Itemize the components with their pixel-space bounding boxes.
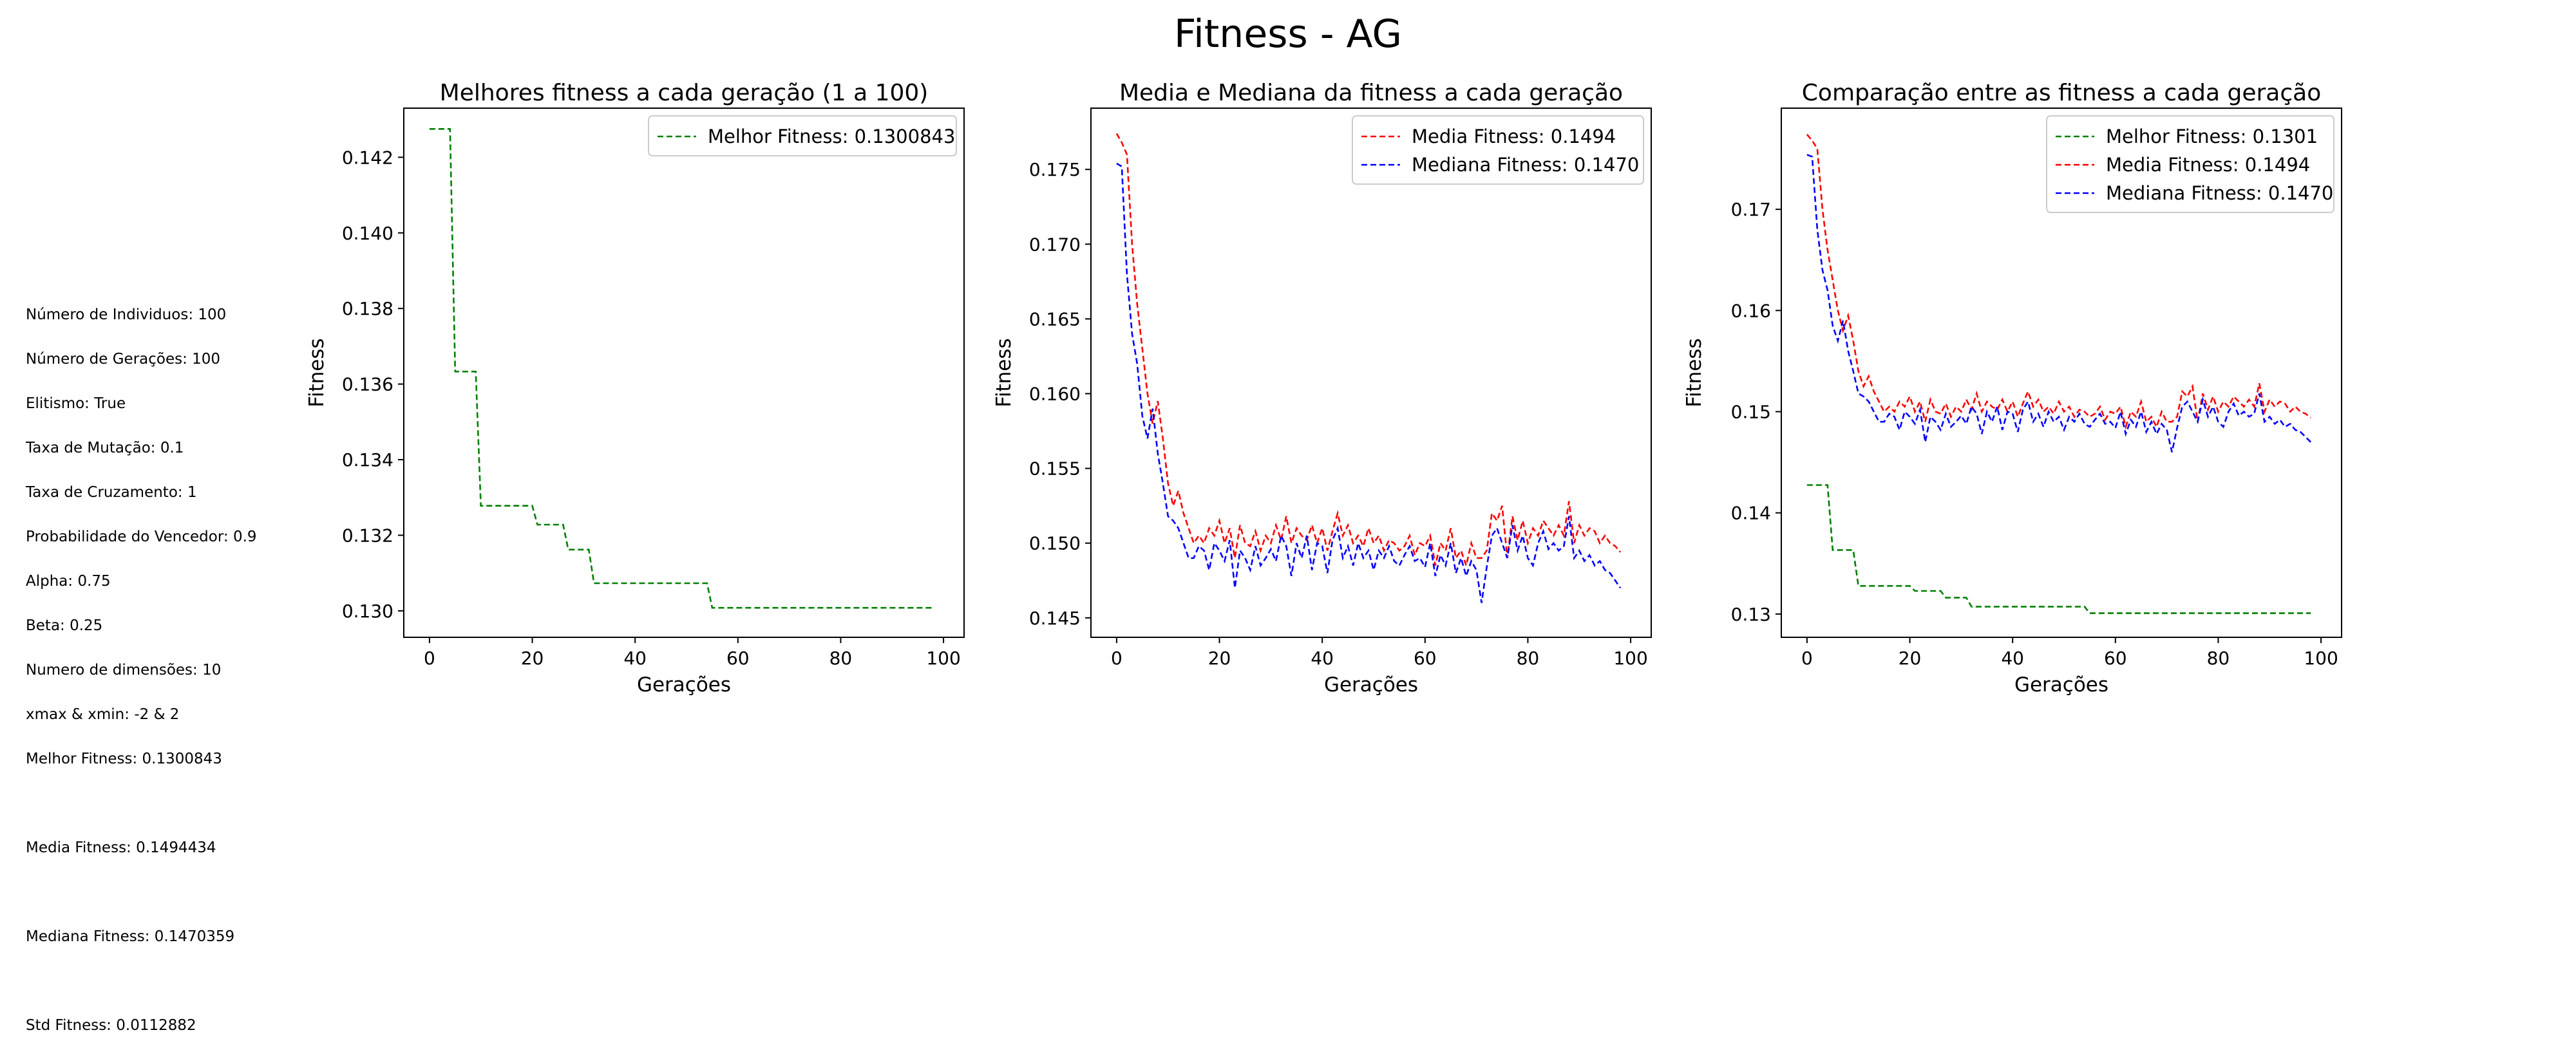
x-tick-label: 20 — [1208, 648, 1231, 669]
y-tick-label: 0.132 — [342, 525, 393, 546]
x-axis-label: Gerações — [1324, 673, 1418, 697]
legend-label: Melhor Fitness: 0.1300843 — [708, 126, 955, 147]
y-tick-label: 0.142 — [342, 147, 393, 168]
legend-box — [648, 115, 957, 156]
y-tick-label: 0.165 — [1029, 308, 1081, 330]
legend-box — [2046, 115, 2334, 213]
chart-title: Media e Mediana da fitness a cada geraçã… — [1119, 80, 1623, 106]
chart-panel-3: Comparação entre as fitness a cada geraç… — [1683, 80, 2342, 697]
param-std: Std Fitness: 0.0112882 — [26, 1017, 196, 1034]
axes-frame — [403, 108, 965, 638]
series-line — [1806, 484, 2311, 614]
param-line: xmax & xmin: -2 & 2 — [26, 706, 180, 723]
chart-title: Melhores fitness a cada geração (1 a 100… — [440, 80, 929, 106]
x-tick-label: 100 — [926, 648, 960, 669]
series-line — [1115, 133, 1622, 569]
x-tick-label: 100 — [1613, 648, 1647, 669]
param-line: Alpha: 0.75 — [26, 573, 111, 590]
y-tick-label: 0.145 — [1029, 608, 1081, 629]
legend: Melhor Fitness: 0.1300843 — [648, 115, 957, 156]
y-axis-label: Fitness — [1683, 338, 1706, 407]
y-tick-label: 0.130 — [342, 601, 393, 622]
x-tick-label: 60 — [726, 648, 750, 669]
chart-title: Comparação entre as fitness a cada geraç… — [1802, 80, 2321, 106]
x-tick-label: 0 — [1111, 648, 1122, 669]
x-tick-label: 80 — [829, 648, 853, 669]
y-tick-label: 0.138 — [342, 298, 393, 319]
y-tick-label: 0.170 — [1029, 234, 1081, 255]
y-tick-label: 0.160 — [1029, 384, 1081, 405]
param-line: Taxa de Cruzamento: 1 — [26, 484, 197, 501]
y-tick-label: 0.13 — [1731, 604, 1771, 625]
y-axis-label: Fitness — [305, 338, 328, 407]
legend-label: Mediana Fitness: 0.1470 — [2106, 182, 2333, 204]
y-tick-label: 0.17 — [1731, 199, 1771, 220]
chart-panel-1: Melhores fitness a cada geração (1 a 100… — [305, 80, 965, 697]
series-line — [1806, 154, 2312, 453]
x-tick-label: 20 — [521, 648, 544, 669]
x-axis-label: Gerações — [2014, 673, 2108, 697]
y-tick-label: 0.14 — [1731, 503, 1771, 524]
plot-area — [1806, 134, 2312, 614]
y-tick-label: 0.16 — [1731, 300, 1771, 321]
legend-label: Mediana Fitness: 0.1470 — [1412, 154, 1639, 176]
x-axis-label: Gerações — [637, 673, 731, 697]
series-line — [429, 128, 934, 609]
y-tick-label: 0.150 — [1029, 533, 1081, 554]
param-media: Media Fitness: 0.1494434 — [26, 839, 216, 856]
y-tick-label: 0.140 — [342, 223, 393, 244]
x-tick-label: 60 — [2104, 648, 2127, 669]
y-tick-label: 0.136 — [342, 374, 393, 395]
x-tick-label: 0 — [1801, 648, 1813, 669]
legend: Melhor Fitness: 0.1301 Media Fitness: 0.1… — [2046, 115, 2334, 213]
param-line: Probabilidade do Vencedor: 0.9 — [26, 529, 257, 545]
y-tick-label: 0.175 — [1029, 159, 1081, 180]
x-tick-label: 40 — [1311, 648, 1334, 669]
legend-label: Media Fitness: 0.1494 — [1412, 126, 1616, 147]
series-line — [1806, 134, 2311, 430]
param-line: Numero de dimensões: 10 — [26, 662, 222, 678]
param-line: Número de Individuos: 100 — [26, 306, 227, 323]
legend-label: Media Fitness: 0.1494 — [2106, 154, 2310, 176]
x-tick-label: 20 — [1899, 648, 1922, 669]
param-mediana: Mediana Fitness: 0.1470359 — [26, 928, 235, 945]
param-line: Beta: 0.25 — [26, 617, 103, 634]
y-tick-label: 0.134 — [342, 449, 393, 471]
y-tick-label: 0.15 — [1731, 402, 1771, 423]
figure-title: Fitness - AG — [1173, 12, 1403, 57]
param-line: Elitismo: True — [26, 395, 126, 412]
x-tick-label: 40 — [2001, 648, 2024, 669]
x-tick-label: 60 — [1414, 648, 1437, 669]
legend-label: Melhor Fitness: 0.1301 — [2106, 126, 2318, 147]
legend-box — [1352, 115, 1644, 185]
y-axis-label: Fitness — [992, 338, 1016, 407]
y-tick-label: 0.155 — [1029, 458, 1081, 480]
charts-canvas: Melhores fitness a cada geração (1 a 100… — [305, 80, 2342, 697]
legend: Media Fitness: 0.1494 Mediana Fitness: 0.… — [1352, 115, 1644, 185]
axes-frame — [1781, 108, 2342, 638]
param-line: Melhor Fitness: 0.1300843 — [26, 751, 222, 767]
x-tick-label: 40 — [623, 648, 647, 669]
x-tick-label: 100 — [2304, 648, 2338, 669]
series-line — [1116, 162, 1622, 603]
param-line: Taxa de Mutação: 0.1 — [26, 440, 184, 456]
x-tick-label: 80 — [1517, 648, 1540, 669]
param-line: Número de Gerações: 100 — [26, 351, 221, 368]
chart-panel-2: Media e Mediana da fitness a cada geraçã… — [992, 80, 1652, 697]
axes-frame — [1090, 108, 1652, 638]
plot-area — [1115, 133, 1622, 603]
x-tick-label: 80 — [2207, 648, 2230, 669]
x-tick-label: 0 — [424, 648, 435, 669]
plot-area — [429, 128, 934, 609]
